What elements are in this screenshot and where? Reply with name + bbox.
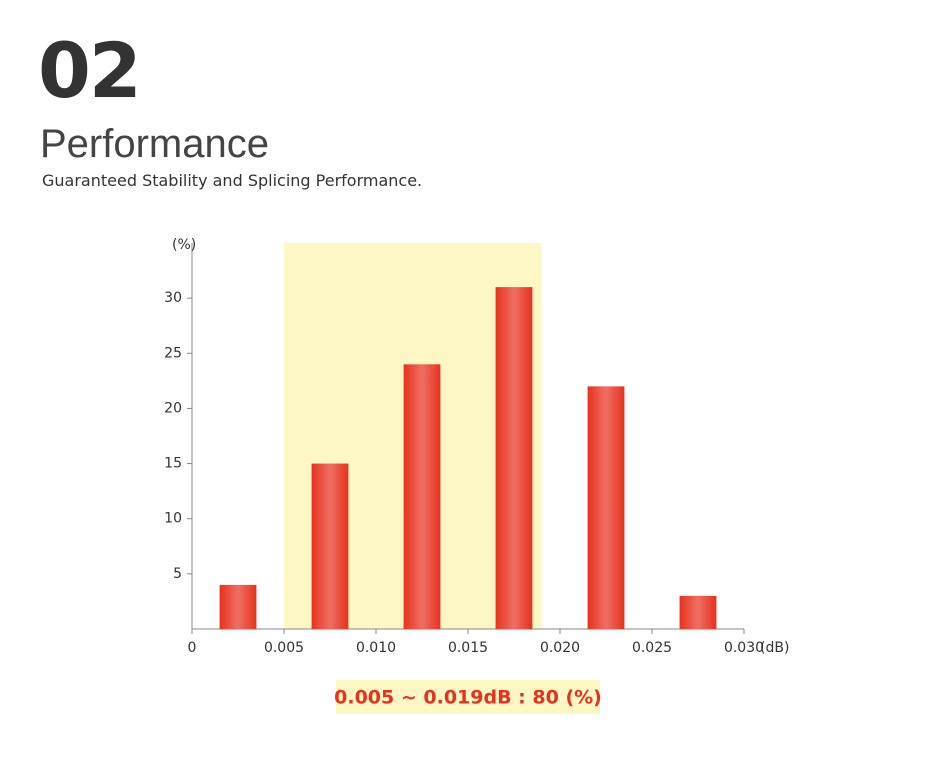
section-title: Performance bbox=[40, 122, 269, 166]
x-tick-label: 0.025 bbox=[632, 640, 672, 656]
bar bbox=[679, 595, 717, 629]
annotation-box bbox=[336, 680, 600, 714]
bar bbox=[311, 463, 349, 629]
bar bbox=[219, 584, 257, 629]
annotation: 0.005 ~ 0.019dB : 80 (%) bbox=[334, 687, 602, 709]
section-subtitle: Guaranteed Stability and Splicing Perfor… bbox=[42, 171, 423, 190]
x-tick-label: 0.020 bbox=[540, 640, 580, 656]
bar bbox=[587, 386, 625, 629]
x-tick-label: 0.010 bbox=[356, 640, 396, 656]
x-tick-label: 0.030 bbox=[724, 640, 764, 656]
y-axis-label: (%) bbox=[172, 237, 196, 253]
section-number: 02 bbox=[38, 26, 142, 115]
bar bbox=[495, 287, 533, 629]
x-tick-label: 0.005 bbox=[264, 640, 304, 656]
x-tick-label: 0 bbox=[188, 640, 197, 656]
x-axis-label: (dB) bbox=[760, 640, 789, 656]
bar bbox=[403, 364, 441, 629]
y-tick-label: 30 bbox=[164, 290, 182, 306]
x-tick-label: 0.015 bbox=[448, 640, 488, 656]
y-tick-label: 10 bbox=[164, 511, 182, 527]
y-tick-label: 20 bbox=[164, 400, 182, 416]
y-tick-label: 25 bbox=[164, 345, 182, 361]
y-tick-label: 15 bbox=[164, 456, 182, 472]
y-tick-label: 5 bbox=[173, 566, 182, 582]
